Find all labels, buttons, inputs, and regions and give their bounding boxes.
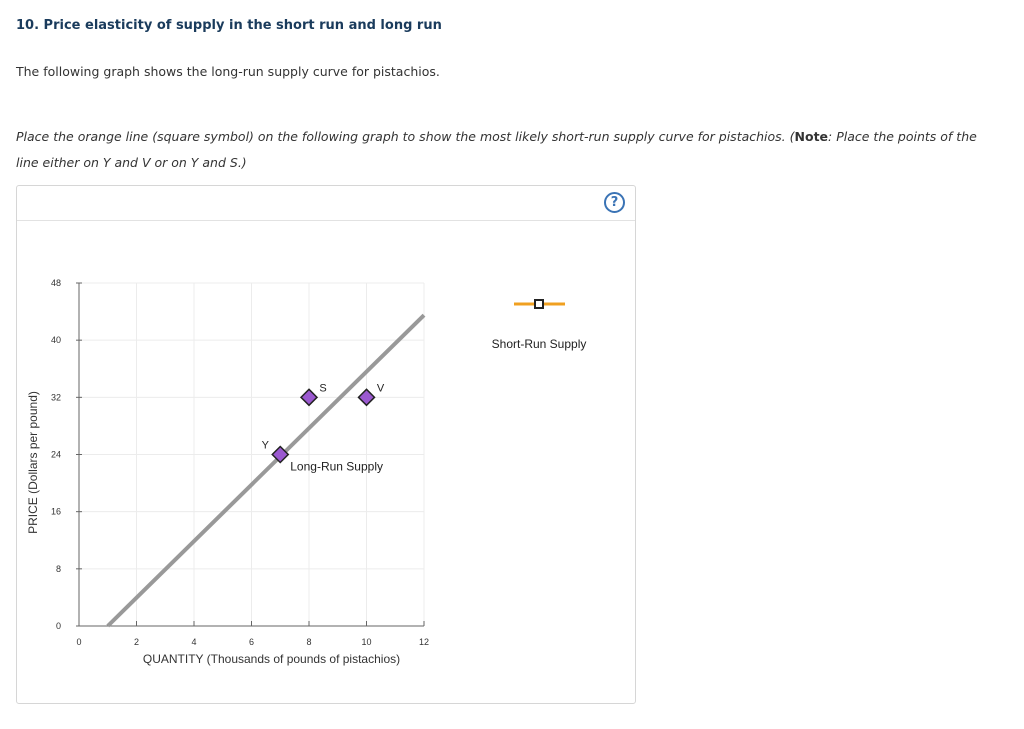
y-tick-label-32: 32 (51, 392, 61, 402)
x-tick-label-2: 2 (134, 637, 139, 647)
points-layer: Y S V (262, 382, 385, 464)
help-icon[interactable]: ? (604, 192, 625, 213)
point-y-marker[interactable] (271, 445, 290, 464)
point-y-label: Y (262, 440, 270, 452)
x-tick-label-8: 8 (306, 637, 311, 647)
intro-text: The following graph shows the long-run s… (16, 64, 440, 79)
grid (79, 282, 425, 626)
series-layer: Long-Run Supply (106, 313, 426, 628)
point-s-marker[interactable] (299, 388, 319, 407)
y-tick-label-40: 40 (51, 335, 61, 345)
x-tick-label-6: 6 (249, 637, 254, 647)
short-run-supply-tool[interactable]: Short-Run Supply (492, 299, 587, 351)
y-tick-label-16: 16 (51, 507, 61, 517)
tool-label: Short-Run Supply (492, 337, 587, 351)
y-tick-label-48: 48 (51, 278, 61, 288)
long-run-supply-label: Long-Run Supply (290, 460, 383, 474)
y-tick-label-24: 24 (51, 450, 61, 460)
long-run-supply-line[interactable] (106, 313, 426, 628)
question-title: 10. Price elasticity of supply in the sh… (16, 18, 442, 33)
point-v-marker[interactable] (357, 388, 376, 407)
point-v-label: V (377, 382, 385, 394)
x-tick-label-12: 12 (419, 637, 429, 647)
x-tick-label-0: 0 (76, 637, 81, 647)
y-axis-label: PRICE (Dollars per pound) (26, 391, 40, 534)
y-tick-label-0: 0 (56, 621, 61, 631)
instruction-note-label: Note (794, 129, 829, 144)
graph-panel: ? 0 2 4 6 8 10 12 0 8 16 24 32 40 48 Long-Run Supply … (16, 185, 636, 704)
graph-toolbar: ? (17, 186, 635, 221)
point-s-label: S (319, 382, 326, 394)
x-axis-label: QUANTITY (Thousands of pounds of pistach… (143, 652, 400, 666)
x-tick-label-4: 4 (191, 637, 196, 647)
y-tick-label-8: 8 (56, 564, 61, 574)
x-tick-label-10: 10 (361, 637, 371, 647)
square-marker-icon[interactable] (534, 299, 544, 309)
instruction-text: Place the orange line (square symbol) on… (16, 124, 1001, 176)
instruction-part-2: : Place the points of the line either on… (16, 129, 977, 170)
instruction-part-1: Place the orange line (square symbol) on… (16, 129, 795, 144)
